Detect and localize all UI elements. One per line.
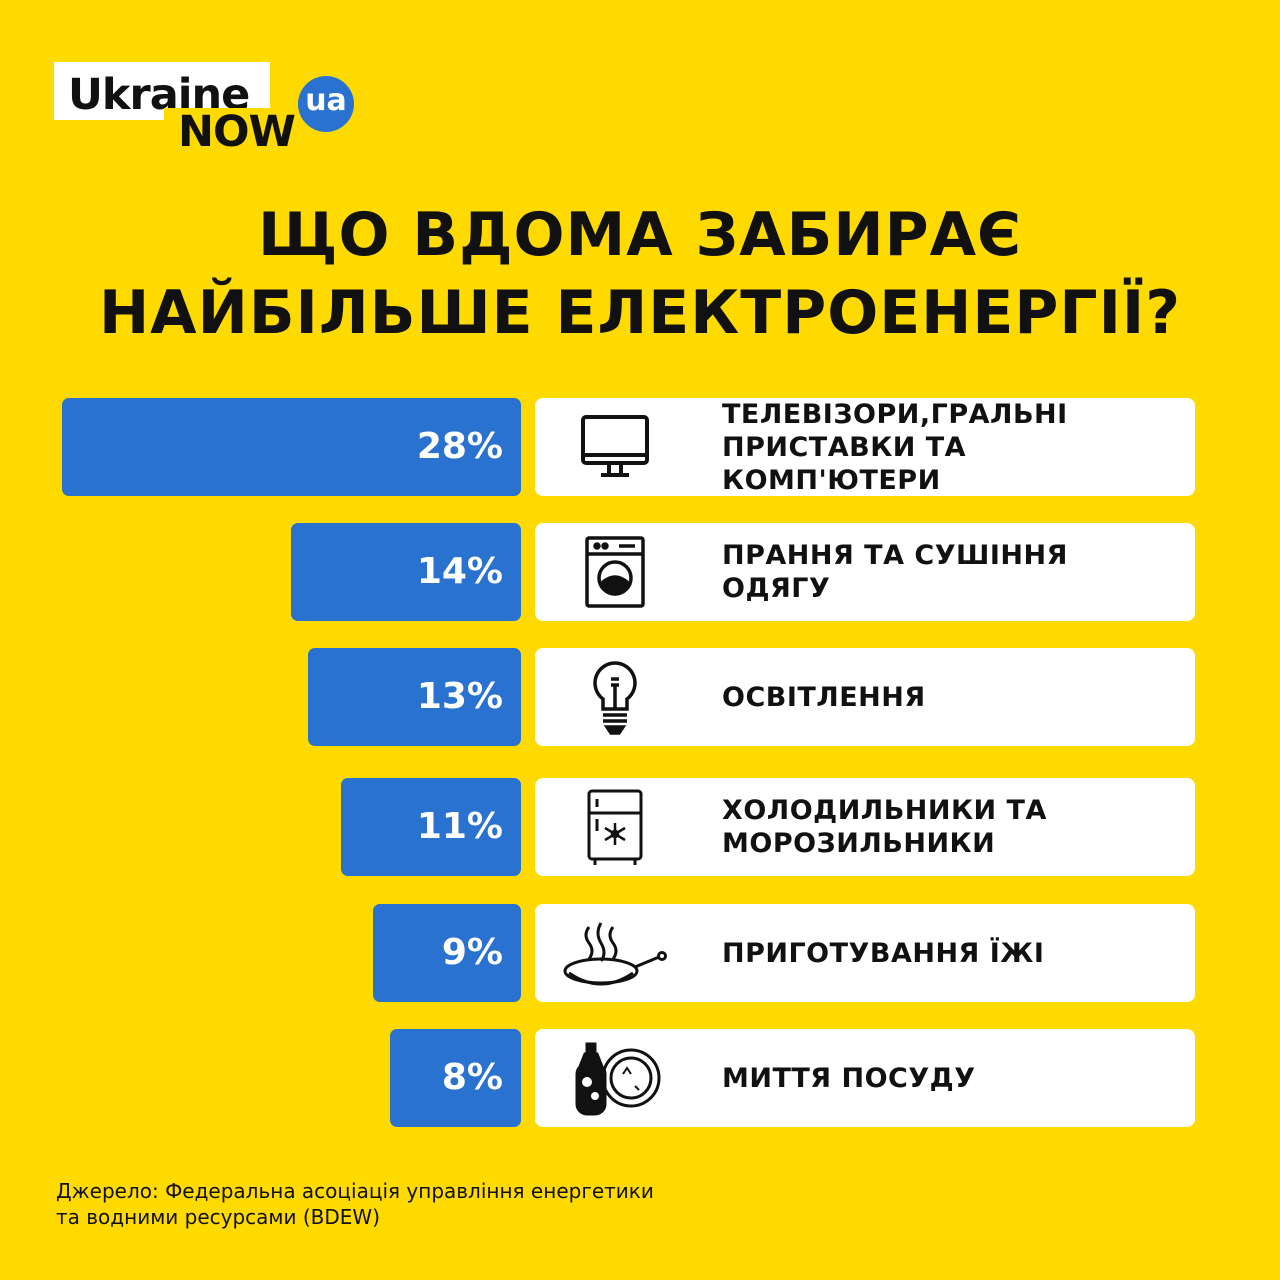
bar-value-label: 11% [416, 806, 503, 847]
category-label: ПРАННЯ ТА СУШІННЯ ОДЯГУ [722, 540, 1068, 604]
ukraine-now-logo: Ukraine NOW ua [54, 62, 364, 162]
source-note: Джерело: Федеральна асоціація управління… [56, 1178, 654, 1230]
bar-value-label: 13% [416, 676, 503, 717]
frying-pan-icon [559, 913, 669, 993]
bar-value-label: 28% [416, 426, 503, 467]
page-title: ЩО ВДОМА ЗАБИРАЄ НАЙБІЛЬШЕ ЕЛЕКТРОЕНЕРГІ… [0, 196, 1280, 352]
category-card-6: МИТТЯ ПОСУДУ [535, 1029, 1195, 1127]
bar-6: 8% [390, 1029, 521, 1127]
bar-4: 11% [341, 778, 521, 876]
category-card-4: ХОЛОДИЛЬНИКИ ТА МОРОЗИЛЬНИКИ [535, 778, 1195, 876]
bar-2: 14% [291, 523, 521, 621]
logo-ua-badge: ua [298, 76, 354, 132]
logo-text-now: NOW [178, 107, 296, 157]
category-card-5: ПРИГОТУВАННЯ ЇЖІ [535, 904, 1195, 1002]
bar-value-label: 9% [441, 932, 503, 973]
fridge-icon [575, 787, 655, 867]
light-bulb-icon [575, 657, 655, 737]
category-label: ХОЛОДИЛЬНИКИ ТА МОРОЗИЛЬНИКИ [722, 795, 1047, 859]
bar-1: 28% [62, 398, 521, 496]
category-label: МИТТЯ ПОСУДУ [722, 1062, 976, 1094]
bar-5: 9% [373, 904, 521, 1002]
category-card-3: ОСВІТЛЕННЯ [535, 648, 1195, 746]
monitor-icon [575, 407, 655, 487]
category-label: ОСВІТЛЕННЯ [722, 681, 926, 713]
source-line-2: та водними ресурсами (BDEW) [56, 1205, 380, 1229]
category-label: ТЕЛЕВІЗОРИ,ГРАЛЬНІ ПРИСТАВКИ ТА КОМП'ЮТЕР… [722, 398, 1068, 496]
logo-yellow-block [164, 108, 304, 156]
category-label: ПРИГОТУВАННЯ ЇЖІ [722, 937, 1045, 969]
bar-3: 13% [308, 648, 521, 746]
bar-value-label: 14% [416, 551, 503, 592]
source-line-1: Джерело: Федеральна асоціація управління… [56, 1179, 654, 1203]
title-line-1: ЩО ВДОМА ЗАБИРАЄ [257, 200, 1023, 270]
washing-machine-icon [575, 532, 655, 612]
category-card-2: ПРАННЯ ТА СУШІННЯ ОДЯГУ [535, 523, 1195, 621]
bar-value-label: 8% [441, 1057, 503, 1098]
dish-soap-plate-icon [573, 1038, 663, 1118]
category-card-1: ТЕЛЕВІЗОРИ,ГРАЛЬНІ ПРИСТАВКИ ТА КОМП'ЮТЕР… [535, 398, 1195, 496]
title-line-2: НАЙБІЛЬШЕ ЕЛЕКТРОЕНЕРГІЇ? [98, 278, 1182, 348]
